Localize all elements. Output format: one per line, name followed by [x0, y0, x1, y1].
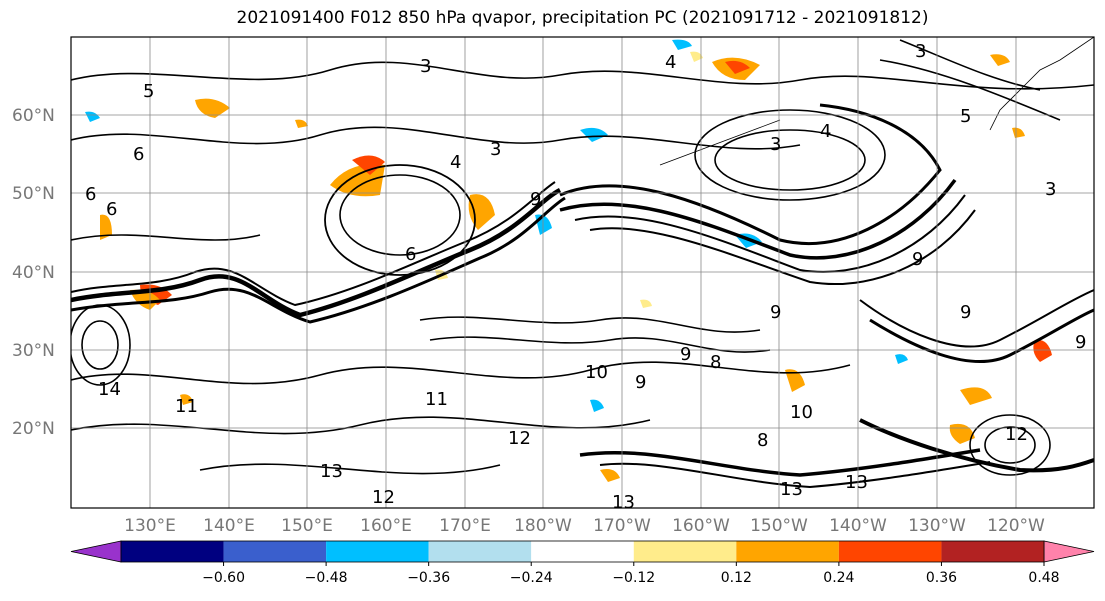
contour-label: 9	[635, 372, 646, 393]
colorbar-extend-high	[1043, 540, 1095, 563]
contour-label: 8	[710, 352, 721, 373]
contour-label: 14	[98, 379, 121, 400]
lat-label: 20°N	[12, 419, 55, 439]
colorbar: −0.60 −0.48 −0.36 −0.24 −0.12 0.12 0.24 0.36 0.4…	[70, 540, 1095, 586]
contour-label: 10	[790, 402, 813, 423]
colorbar-extend-low	[70, 540, 122, 563]
contour-label: 13	[845, 472, 868, 493]
colorbar-tick-label: −0.48	[305, 570, 348, 586]
lon-label: 180°W	[514, 516, 572, 536]
lon-label: 140°W	[829, 516, 887, 536]
contour-label: 9	[680, 344, 691, 365]
longitude-labels: 130°E 140°E 150°E 160°E 170°E 180°W 170°…	[124, 516, 1045, 536]
colorbar-swatch	[326, 541, 429, 562]
contour-label: 3	[915, 41, 926, 62]
lon-label: 130°W	[908, 516, 966, 536]
contour-label: 6	[85, 184, 96, 205]
lon-label: 160°W	[672, 516, 730, 536]
contour-label: 5	[960, 106, 971, 127]
contour-label: 3	[1045, 179, 1056, 200]
graticule	[71, 37, 1094, 508]
contour-label: 3	[490, 139, 501, 160]
contour-label: 6	[133, 144, 144, 165]
contour-label: 4	[820, 121, 831, 142]
lon-label: 170°E	[439, 516, 491, 536]
contour-label: 9	[770, 302, 781, 323]
contour-label: 9	[1075, 332, 1086, 353]
colorbar-swatch	[633, 541, 737, 562]
map-frame	[70, 36, 1095, 509]
colorbar-swatch	[838, 541, 942, 562]
contour-label: 5	[143, 81, 154, 102]
colorbar-swatch	[428, 541, 532, 562]
contour-label-group: 5 3 4 3 3 4 3 5 4 6 6 6 6 3 9 9 9 9 11 1…	[85, 41, 1086, 513]
contour-label: 12	[372, 487, 395, 508]
contour-label: 9	[530, 189, 541, 210]
lat-label: 50°N	[12, 184, 55, 204]
colorbar-swatch	[941, 541, 1044, 562]
lon-label: 160°E	[360, 516, 412, 536]
map-layer: 5 3 4 3 3 4 3 5 4 6 6 6 6 3 9 9 9 9 11 1…	[71, 37, 1094, 513]
colorbar-tick-label: 0.36	[926, 570, 957, 586]
contour-label: 13	[780, 479, 803, 500]
contour-label: 13	[612, 492, 635, 513]
contour-label: 3	[420, 56, 431, 77]
latitude-labels: 60°N 50°N 40°N 30°N 20°N	[12, 106, 55, 439]
contour-label: 9	[912, 249, 923, 270]
colorbar-swatch	[531, 541, 634, 562]
colorbar-swatch	[736, 541, 839, 562]
lon-label: 120°W	[987, 516, 1045, 536]
colorbar-frame	[120, 540, 1045, 563]
contour-label: 10	[585, 362, 608, 383]
contour-label: 3	[770, 134, 781, 155]
contour-label: 11	[175, 396, 198, 417]
colorbar-tick-label: 0.12	[721, 570, 752, 586]
colorbar-tick-label: −0.60	[202, 570, 245, 586]
lon-label: 150°E	[281, 516, 333, 536]
lat-label: 40°N	[12, 263, 55, 283]
colorbar-tick-label: −0.24	[510, 570, 553, 586]
map-plot-area	[71, 37, 1094, 508]
contour-label: 13	[320, 461, 343, 482]
colorbar-tick-label: 0.48	[1028, 570, 1059, 586]
colorbar-swatch	[223, 541, 327, 562]
contour-label: 12	[1005, 424, 1028, 445]
colorbar-swatch	[121, 541, 224, 562]
contour-label: 12	[508, 428, 531, 449]
contour-label: 6	[405, 244, 416, 265]
contour-label: 4	[450, 152, 461, 173]
colorbar-tick-label: 0.24	[823, 570, 854, 586]
lon-label: 150°W	[750, 516, 808, 536]
map-title: 2021091400 F012 850 hPa qvapor, precipit…	[236, 8, 929, 28]
lat-label: 60°N	[12, 106, 55, 126]
lon-label: 170°W	[593, 516, 651, 536]
contour-label: 6	[106, 199, 117, 220]
lat-label: 30°N	[12, 341, 55, 361]
lon-label: 130°E	[124, 516, 176, 536]
lon-label: 140°E	[203, 516, 255, 536]
contour-label: 9	[960, 302, 971, 323]
contour-label: 11	[425, 389, 448, 410]
contour-label: 8	[757, 430, 768, 451]
colorbar-tick-label: −0.12	[612, 570, 655, 586]
coastlines	[659, 37, 1094, 166]
contour-label: 4	[665, 52, 676, 73]
contour-lines	[71, 39, 1094, 489]
colorbar-tick-label: −0.36	[407, 570, 450, 586]
